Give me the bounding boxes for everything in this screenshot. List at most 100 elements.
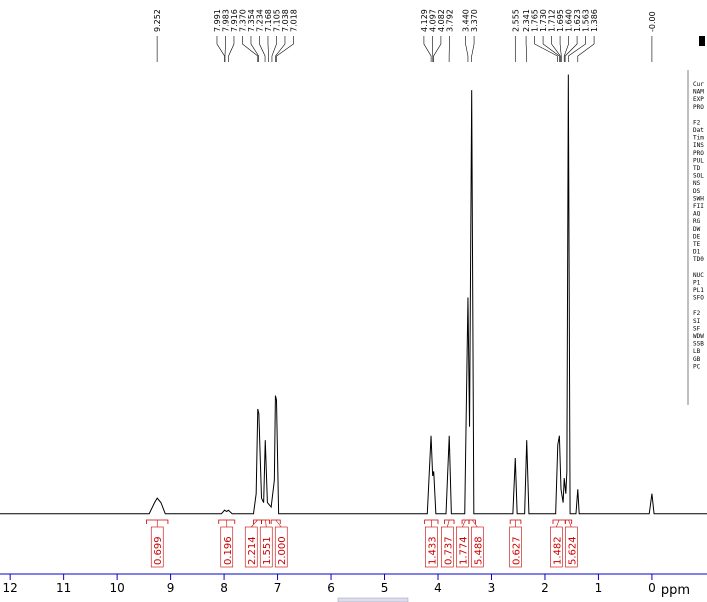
parameter-text: F2 xyxy=(693,119,701,126)
parameter-text: FII xyxy=(693,203,704,210)
integral-label: 1.774 xyxy=(458,536,469,565)
peak-label: 1.695 xyxy=(556,9,565,32)
integral-leader xyxy=(462,519,466,528)
peak-label: 7.991 xyxy=(213,9,222,32)
peak-label: 1.730 xyxy=(539,9,548,32)
parameter-text: NS xyxy=(693,180,701,187)
parameter-text: NAM xyxy=(693,89,704,96)
spectrum-line xyxy=(0,74,707,515)
parameter-text: SOL xyxy=(693,173,704,180)
x-axis-label: ppm xyxy=(661,583,690,598)
integral-box xyxy=(441,526,454,568)
peak-label: 1.563 xyxy=(582,9,591,32)
x-tick-label: 12 xyxy=(3,581,18,595)
integral-box xyxy=(456,526,469,568)
parameter-text: TD xyxy=(693,165,701,172)
parameter-text: SWH xyxy=(693,195,704,202)
peak-label: 7.916 xyxy=(230,9,239,32)
parameter-text: PRO xyxy=(693,150,704,157)
x-tick-label: 3 xyxy=(488,581,496,595)
parameter-text: NUC xyxy=(693,272,704,279)
integral-label: 1.551 xyxy=(262,536,273,565)
integral-label: 0.196 xyxy=(223,536,234,565)
parameter-text: DS xyxy=(693,188,701,195)
peak-leader xyxy=(542,36,560,62)
x-tick-label: 1 xyxy=(595,581,603,595)
x-tick-label: 6 xyxy=(327,581,335,595)
peak-leader xyxy=(471,36,475,62)
parameter-text: D1 xyxy=(693,249,701,256)
marker xyxy=(699,36,705,46)
parameter-text: Cur xyxy=(693,81,704,88)
peak-label: 7.018 xyxy=(289,9,298,32)
peak-label: 7.105 xyxy=(272,9,281,32)
integral-label: 0.699 xyxy=(153,536,164,565)
integral-label: 0.737 xyxy=(443,536,454,565)
parameter-text: F2 xyxy=(693,310,701,317)
x-tick-label: 9 xyxy=(167,581,175,595)
peak-leader xyxy=(559,36,562,62)
peak-label: 4.129 xyxy=(420,9,429,32)
integral-leader xyxy=(568,519,572,528)
peak-leader xyxy=(271,36,277,62)
integral-box xyxy=(471,526,484,568)
parameter-text: PL1 xyxy=(693,287,704,294)
integral-label: 1.433 xyxy=(427,536,438,565)
peak-leader xyxy=(228,36,235,62)
x-tick-label: 5 xyxy=(381,581,389,595)
integral-box xyxy=(550,526,563,568)
parameter-text: Tim xyxy=(693,135,704,142)
parameter-text: SI xyxy=(693,318,701,325)
x-tick-label: 10 xyxy=(109,581,124,595)
peak-leader xyxy=(577,36,595,62)
peak-label: 1.765 xyxy=(531,9,540,32)
parameter-text: SFO xyxy=(693,295,704,302)
peak-label: 7.038 xyxy=(281,9,290,32)
parameter-text: RG xyxy=(693,218,701,225)
peak-leader xyxy=(568,36,586,62)
peak-label: 1.386 xyxy=(590,9,599,32)
peak-label: 7.234 xyxy=(255,9,264,32)
peak-label: 3.792 xyxy=(445,9,454,32)
parameter-text: AQ xyxy=(693,211,701,218)
parameter-text: TE xyxy=(693,241,701,248)
integral-leader xyxy=(251,519,258,528)
parameter-text: SSB xyxy=(693,341,704,348)
x-tick-label: 0 xyxy=(648,581,656,595)
peak-label: 2.555 xyxy=(511,9,520,32)
peak-leader xyxy=(433,36,442,62)
peak-leader xyxy=(563,36,569,62)
peak-leader xyxy=(423,36,432,62)
integral-box xyxy=(425,526,438,568)
peak-leader xyxy=(250,36,259,62)
peak-leader xyxy=(242,36,259,62)
parameter-text: WDW xyxy=(693,333,704,340)
peak-leader xyxy=(551,36,561,62)
integral-leader xyxy=(556,519,560,528)
parameter-text: TD0 xyxy=(693,256,704,263)
integral-label: 0.627 xyxy=(512,536,523,565)
parameter-text: EXP xyxy=(693,96,704,103)
parameter-text: SF xyxy=(693,325,701,332)
integral-label: 1.482 xyxy=(552,536,563,565)
integral-label: 5.624 xyxy=(567,536,578,565)
integral-box xyxy=(259,526,273,568)
peak-label: 2.341 xyxy=(522,9,531,32)
x-tick-label: 4 xyxy=(434,581,442,595)
peak-label: 1.712 xyxy=(548,9,557,32)
integral-label: 2.000 xyxy=(277,536,288,565)
integral-box xyxy=(220,526,234,568)
peak-label: 9.252 xyxy=(153,9,162,32)
integral-label: 5.488 xyxy=(473,536,484,565)
peak-label: 7.370 xyxy=(238,9,247,32)
integral-leader xyxy=(265,519,267,528)
integral-leader xyxy=(447,519,450,528)
parameter-text: PC xyxy=(693,363,701,370)
x-tick-label: 11 xyxy=(56,581,71,595)
peak-label: 7.983 xyxy=(221,9,230,32)
parameter-text: PUL xyxy=(693,157,704,164)
peak-label: 4.082 xyxy=(437,9,446,32)
peak-label: 7.168 xyxy=(264,9,273,32)
